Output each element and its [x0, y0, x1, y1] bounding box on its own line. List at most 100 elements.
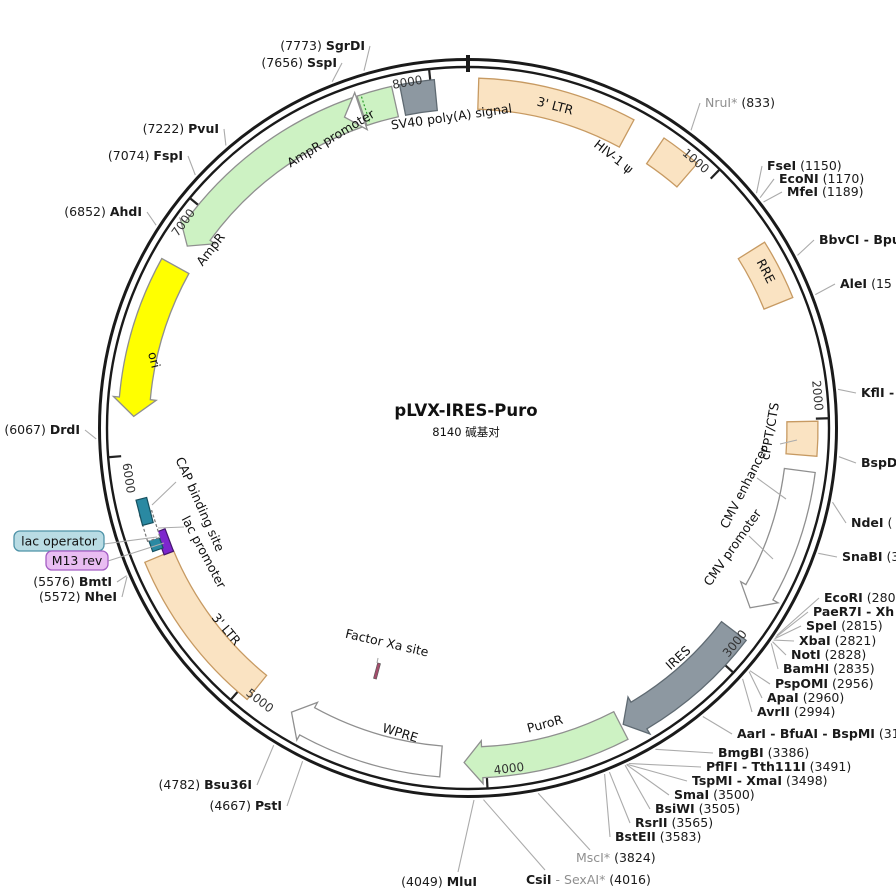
enzyme-label-paer7i-xhoi[interactable]: PaeR7I - Xh: [813, 604, 894, 619]
enzyme-label-ecori[interactable]: EcoRI (280: [824, 590, 896, 605]
feature-label-factor-xa[interactable]: Factor Xa site: [344, 626, 431, 660]
enzyme-leader-aari-bfuai-bspmi: [702, 716, 733, 735]
enzyme-label-econi[interactable]: EcoNI (1170): [779, 171, 864, 186]
enzyme-leader-sgrdi: [363, 45, 371, 71]
boxed-label-lac-operator[interactable]: lac operator: [21, 534, 98, 549]
enzyme-leader-sspi: [331, 62, 343, 82]
tick-label-2000: 2000: [809, 380, 826, 412]
feature-ampr[interactable]: [179, 97, 363, 247]
enzyme-leader-bsiwi: [624, 764, 651, 810]
enzyme-leader-noti: [772, 641, 787, 656]
enzyme-label-mfei[interactable]: MfeI (1189): [787, 184, 864, 199]
enzyme-label-ndei[interactable]: NdeI (: [851, 515, 892, 530]
feature-leader-cap-binding: [151, 481, 177, 506]
enzyme-leader-msci: [537, 792, 591, 851]
enzyme-label-nrui[interactable]: NruI* (833): [705, 95, 775, 110]
enzyme-label-avrii[interactable]: AvrII (2994): [757, 704, 835, 719]
enzyme-leader-ecori: [776, 597, 820, 636]
enzyme-label-bbvci-bpu[interactable]: BbvCI - Bpu: [819, 232, 896, 247]
tick-label-8000: 8000: [391, 73, 424, 92]
enzyme-leader-csii-sexai: [483, 799, 546, 871]
enzyme-label-csii-sexai[interactable]: CsiI - SexAI* (4016): [526, 872, 651, 887]
feature-arcs: [111, 77, 819, 786]
enzyme-label-pflfi-tth111i[interactable]: PflFI - Tth111I (3491): [706, 759, 851, 774]
enzyme-leader-drdi: [84, 429, 97, 440]
feature-sv40-polya[interactable]: [398, 78, 439, 116]
feature-wpre[interactable]: [290, 701, 443, 778]
enzyme-label-bspdi[interactable]: BspD: [861, 455, 896, 470]
feature-leader-lac-promoter: [157, 526, 185, 529]
enzyme-leader-alei: [815, 283, 836, 296]
enzyme-label-bsu36i[interactable]: (4782) Bsu36I: [159, 777, 252, 792]
boxed-label-m13-rev[interactable]: M13 rev: [52, 553, 103, 568]
feature-leader-cmv-promoter: [748, 535, 774, 560]
feature-label-ori[interactable]: ori: [145, 350, 163, 369]
enzyme-label-pvui[interactable]: (7222) PvuI: [143, 121, 219, 136]
enzyme-label-snabi[interactable]: SnaBI (3: [842, 549, 896, 564]
enzyme-label-xbai[interactable]: XbaI (2821): [799, 633, 876, 648]
feature-cap-binding[interactable]: [135, 496, 154, 527]
feature-ltr3-bottom[interactable]: [143, 549, 268, 701]
enzyme-leader-mfei: [763, 191, 783, 203]
feature-ltr3-top[interactable]: [477, 77, 635, 148]
boxed-label-bg-m13-rev[interactable]: [45, 550, 109, 571]
enzyme-leader-pflfi-tth111i: [628, 762, 702, 768]
tick-label-4000: 4000: [493, 760, 525, 778]
feature-label-puror[interactable]: PuroR: [525, 712, 564, 736]
enzyme-leader-bbvci-bpu: [797, 239, 815, 256]
enzyme-label-bsiwi[interactable]: BsiWI (3505): [655, 801, 740, 816]
enzyme-leader-smai: [626, 764, 670, 796]
enzyme-label-bmgbi[interactable]: BmgBI (3386): [718, 745, 809, 760]
boxed-leader-m13-rev: [107, 542, 165, 562]
enzyme-label-noti[interactable]: NotI (2828): [791, 647, 866, 662]
enzyme-label-pspomi[interactable]: PspOMI (2956): [775, 676, 874, 691]
enzyme-label-tspmi-xmai[interactable]: TspMI - XmaI (3498): [692, 773, 828, 788]
feature-hiv1-psi[interactable]: [645, 137, 699, 188]
enzyme-label-kfli[interactable]: KflI -: [861, 385, 894, 400]
enzyme-label-apai[interactable]: ApaI (2960): [767, 690, 844, 705]
enzyme-leader-xbai: [773, 639, 795, 642]
enzyme-label-fsei[interactable]: FseI (1150): [767, 158, 842, 173]
enzyme-label-aari-bfuai-bspmi[interactable]: AarI - BfuAI - BspMI (31: [737, 726, 896, 741]
feature-ori[interactable]: [111, 257, 190, 418]
feature-ampr-promoter-divider: [360, 96, 371, 123]
enzyme-label-smai[interactable]: SmaI (3500): [674, 787, 755, 802]
enzyme-label-bmti[interactable]: (5576) BmtI: [33, 574, 112, 589]
enzyme-leader-bamhi: [770, 643, 779, 670]
enzyme-label-psti[interactable]: (4667) PstI: [209, 798, 282, 813]
leader-lines: [84, 45, 857, 873]
feature-cmv-enh-prom[interactable]: [739, 467, 816, 609]
enzyme-label-msci[interactable]: MscI* (3824): [576, 850, 656, 865]
feature-ampr-prom-head[interactable]: [343, 90, 369, 131]
feature-cppt-cts[interactable]: [785, 420, 819, 458]
feature-ampr-promoter[interactable]: [356, 85, 400, 127]
feature-factor-xa[interactable]: [373, 662, 381, 680]
enzyme-leader-psti: [286, 761, 304, 807]
enzyme-label-ahdi[interactable]: (6852) AhdI: [64, 204, 142, 219]
feature-leader-cmv-enhancer: [756, 477, 787, 500]
feature-rre[interactable]: [737, 241, 794, 310]
enzyme-label-spei[interactable]: SpeI (2815): [806, 618, 883, 633]
enzyme-label-nhei[interactable]: (5572) NheI: [39, 589, 117, 604]
feature-leader-factor-xa: [376, 657, 379, 664]
enzyme-label-sspi[interactable]: (7656) SspI: [261, 55, 337, 70]
enzyme-label-drdi[interactable]: (6067) DrdI: [4, 422, 80, 437]
enzyme-label-rsrii[interactable]: RsrII (3565): [635, 815, 713, 830]
plasmid-size: 8140 碱基对: [432, 425, 500, 439]
enzyme-leader-tspmi-xmai: [626, 763, 688, 782]
tick-6000: [108, 455, 122, 459]
enzyme-label-alei[interactable]: AleI (15: [840, 276, 892, 291]
enzyme-leader-ahdi: [146, 211, 157, 226]
enzyme-label-fspi[interactable]: (7074) FspI: [108, 148, 183, 163]
enzyme-label-sgrdi[interactable]: (7773) SgrDI: [280, 38, 365, 53]
boxed-leader-lac-operator: [103, 536, 158, 545]
enzyme-label-bamhi[interactable]: BamHI (2835): [783, 661, 875, 676]
feature-puror[interactable]: [463, 710, 629, 786]
enzyme-label-mlui[interactable]: (4049) MluI: [401, 874, 477, 889]
plasmid-ring: [98, 55, 838, 798]
enzyme-label-bsteii[interactable]: BstEII (3583): [615, 829, 701, 844]
feature-ires[interactable]: [622, 620, 748, 736]
